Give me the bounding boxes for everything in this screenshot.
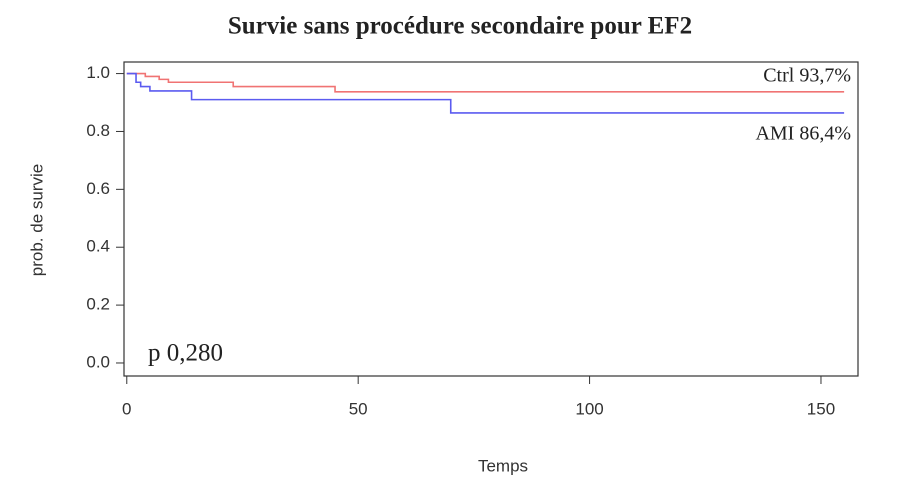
y-tick-label: 0.8 bbox=[86, 121, 110, 140]
x-axis-title: Temps bbox=[478, 456, 528, 475]
y-tick-label: 0.2 bbox=[86, 295, 110, 314]
y-tick-label: 1.0 bbox=[86, 63, 110, 82]
y-axis-title: prob. de survie bbox=[27, 164, 46, 276]
survival-curve bbox=[126, 72, 845, 114]
annotation: Ctrl 93,7% bbox=[763, 65, 851, 87]
plot-frame bbox=[123, 61, 859, 377]
survival-curve bbox=[126, 72, 845, 93]
y-tick-label: 0.4 bbox=[86, 237, 110, 256]
chart-title: Survie sans procédure secondaire pour EF… bbox=[228, 13, 692, 40]
annotation: AMI 86,4% bbox=[755, 123, 851, 145]
x-tick-label: 100 bbox=[575, 399, 603, 418]
x-tick-label: 150 bbox=[807, 399, 835, 418]
x-tick-label: 0 bbox=[122, 399, 131, 418]
y-tick-label: 0.6 bbox=[86, 179, 110, 198]
y-tick-label: 0.0 bbox=[86, 352, 110, 371]
annotation: p 0,280 bbox=[148, 340, 223, 367]
x-tick-label: 50 bbox=[349, 399, 368, 418]
